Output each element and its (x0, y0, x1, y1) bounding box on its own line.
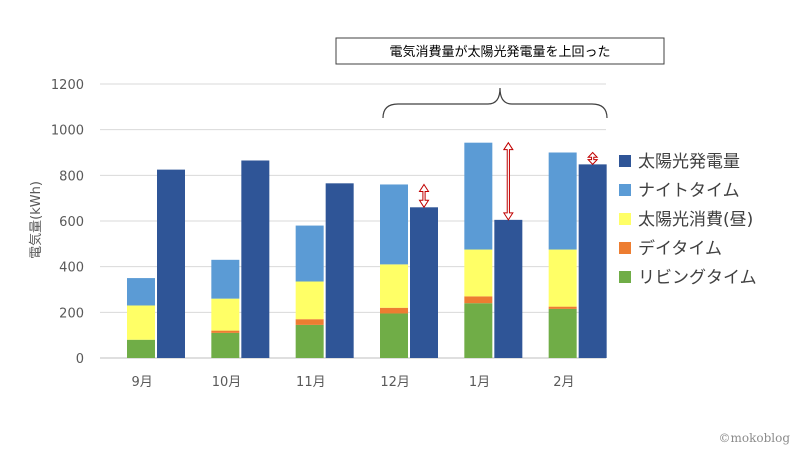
y-tick-label: 400 (59, 261, 84, 276)
bar-segment (127, 278, 155, 306)
bar-segment (380, 313, 408, 358)
bar-segment (380, 264, 408, 308)
legend-label: リビングタイム (638, 268, 757, 288)
bar-segment (464, 296, 493, 304)
x-tick-label: 9月 (132, 375, 153, 390)
legend-label: ナイトタイム (638, 181, 740, 201)
watermark: ©mokoblog (718, 431, 790, 445)
solar-bar (157, 169, 185, 358)
bar-segment (211, 330, 240, 333)
bars (127, 142, 607, 358)
annotation-box (335, 37, 665, 65)
x-tick-label: 12月 (380, 375, 410, 390)
y-tick-label: 600 (59, 215, 84, 230)
annotation-text: 電気消費量が太陽光発電量を上回った (389, 44, 610, 60)
gap-arrow (502, 141, 514, 221)
gap-arrows (418, 141, 599, 221)
bar-segment (295, 281, 324, 320)
bar-segment (211, 259, 240, 299)
gap-arrow (587, 151, 599, 166)
solar-bar (578, 164, 607, 358)
annotation-brace (382, 87, 608, 119)
bar-segment (548, 152, 577, 250)
bar-segment (295, 319, 324, 325)
bar-segment (127, 305, 155, 340)
x-tick-label: 2月 (553, 375, 574, 390)
y-tick-label: 800 (59, 169, 84, 184)
bar-segment (464, 142, 493, 250)
y-axis: 0 200 400 600 800 1000 1200 (51, 78, 84, 367)
legend-swatch (619, 271, 631, 283)
legend-label: デイタイム (638, 238, 722, 259)
annotation: 電気消費量が太陽光発電量を上回った (335, 37, 665, 119)
bar-segment (380, 307, 408, 314)
legend-swatch (619, 155, 631, 167)
x-tick-label: 1月 (469, 375, 490, 390)
bar-segment (548, 306, 577, 309)
legend-swatch (619, 213, 631, 225)
legend-swatch (619, 242, 631, 254)
solar-bar (410, 207, 438, 358)
solar-bar (325, 183, 354, 358)
x-tick-label: 11月 (296, 375, 326, 390)
bar-segment (548, 249, 577, 307)
y-tick-label: 200 (59, 306, 84, 321)
gap-arrow (418, 183, 430, 209)
bar-segment (211, 332, 240, 358)
solar-bar (241, 160, 270, 358)
legend-label: 太陽光消費(昼) (638, 210, 753, 230)
bar-segment (211, 298, 240, 331)
legend-label: 太陽光発電量 (638, 152, 740, 172)
bar-segment (295, 324, 324, 358)
bar-segment (380, 184, 408, 265)
solar-bar (494, 219, 523, 358)
bar-segment (548, 308, 577, 358)
bar-segment (464, 249, 493, 297)
bar-segment (464, 303, 493, 358)
y-tick-label: 0 (76, 352, 84, 367)
legend-swatch (619, 184, 631, 196)
y-tick-label: 1000 (51, 124, 84, 139)
y-tick-label: 1200 (51, 78, 84, 93)
x-axis: 9月 10月 11月 12月 1月 2月 (132, 375, 575, 390)
x-tick-label: 10月 (212, 375, 242, 390)
y-axis-label: 電気量(kWh) (28, 181, 44, 259)
bar-segment (127, 339, 155, 358)
bar-segment (295, 225, 324, 282)
